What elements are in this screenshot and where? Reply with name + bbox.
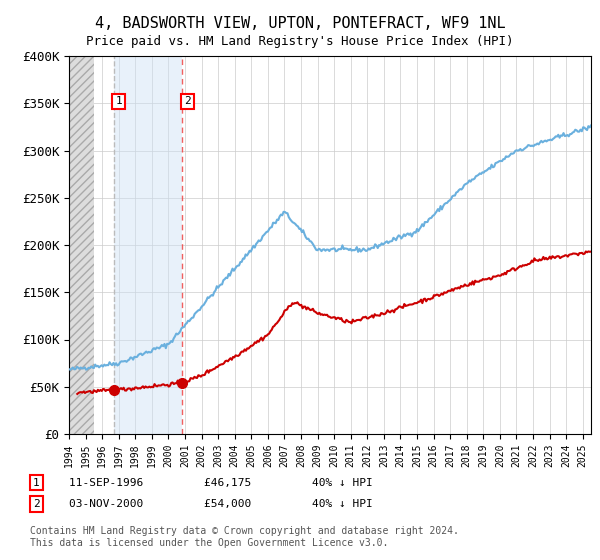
Text: 4, BADSWORTH VIEW, UPTON, PONTEFRACT, WF9 1NL: 4, BADSWORTH VIEW, UPTON, PONTEFRACT, WF…: [95, 16, 505, 31]
Text: 11-SEP-1996         £46,175         40% ↓ HPI: 11-SEP-1996 £46,175 40% ↓ HPI: [69, 478, 373, 488]
Text: 2: 2: [33, 499, 40, 509]
Text: 2: 2: [184, 96, 191, 106]
Bar: [69, 56, 94, 434]
Text: Contains HM Land Registry data © Crown copyright and database right 2024.
This d: Contains HM Land Registry data © Crown c…: [30, 526, 459, 548]
Text: Price paid vs. HM Land Registry's House Price Index (HPI): Price paid vs. HM Land Registry's House …: [86, 35, 514, 48]
Text: 1: 1: [115, 96, 122, 106]
Text: 1: 1: [33, 478, 40, 488]
Bar: [113, 56, 182, 434]
Text: 03-NOV-2000         £54,000         40% ↓ HPI: 03-NOV-2000 £54,000 40% ↓ HPI: [69, 499, 373, 509]
